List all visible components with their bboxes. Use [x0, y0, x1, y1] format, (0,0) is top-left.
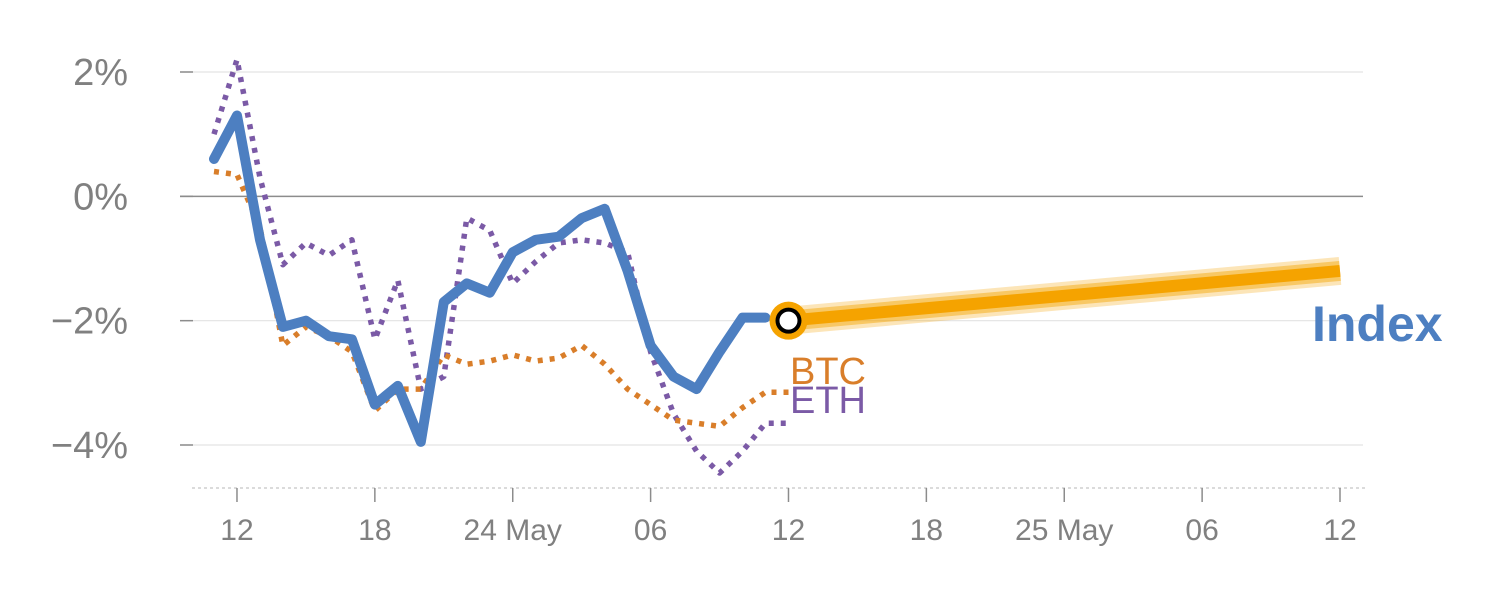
btc-series-label: BTC: [790, 351, 866, 393]
eth-series-label: ETH: [790, 380, 866, 422]
series-labels: BTC ETH Index: [790, 296, 1443, 422]
y-tick-label: 0%: [73, 176, 128, 218]
grid-lines: [180, 71, 1363, 446]
current-value-marker: [775, 307, 802, 334]
x-tick-label: 24 May: [464, 514, 562, 547]
axes: 2% 0% −2% −4% 12 18 24 May 06 12 18 25 May 06 12: [51, 52, 1366, 547]
forecast-band: [769, 256, 1342, 340]
index-series-line: [209, 110, 771, 447]
x-tick-label: 18: [358, 514, 391, 547]
series-lines: [209, 56, 789, 476]
forecast-line: [787, 264, 1341, 327]
x-tick-label: 12: [1323, 514, 1356, 547]
x-tick-label: 25 May: [1015, 514, 1113, 547]
x-tick-label: 18: [910, 514, 943, 547]
y-tick-label: 2%: [73, 52, 128, 94]
x-tick-label: 12: [772, 514, 805, 547]
x-tick-label: 12: [220, 514, 253, 547]
y-tick-label: −4%: [51, 425, 128, 467]
eth-series-line: [211, 56, 789, 476]
x-tick-label: 06: [1185, 514, 1218, 547]
index-series-label: Index: [1312, 296, 1443, 352]
x-tick-label: 06: [634, 514, 667, 547]
y-tick-label: −2%: [51, 301, 128, 343]
